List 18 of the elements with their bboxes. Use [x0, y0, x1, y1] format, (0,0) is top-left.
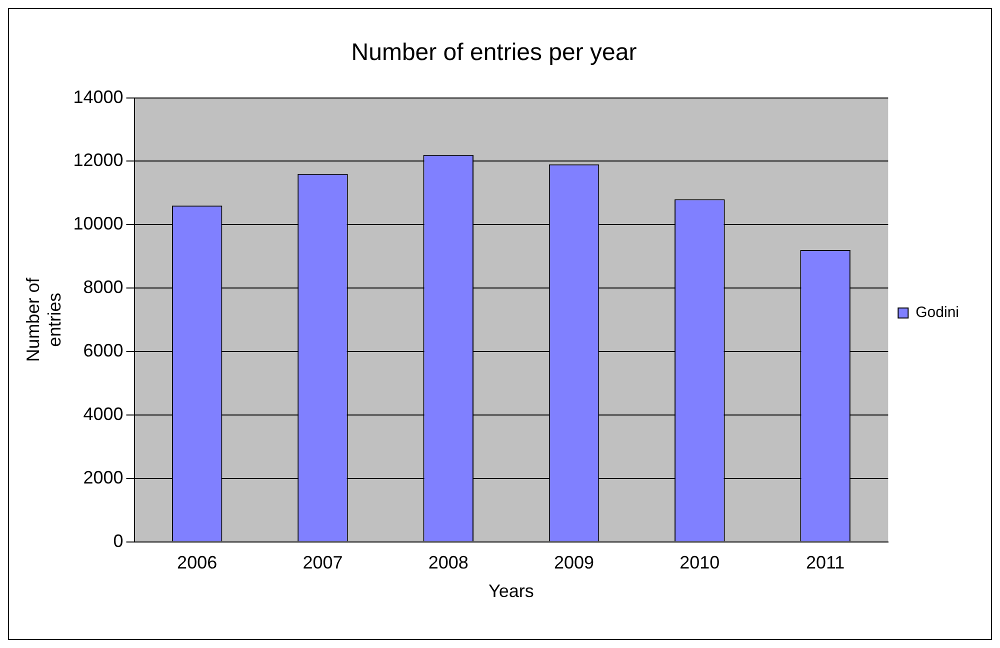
y-tick-label: 12000 [73, 150, 124, 170]
x-tick-label: 2010 [680, 552, 720, 573]
x-tick-label: 2011 [806, 552, 845, 573]
y-axis-title: Number of entries [22, 276, 64, 362]
x-tick-label: 2007 [302, 552, 343, 573]
x-axis-title: Years [488, 581, 534, 602]
chart-title: Number of entries per year [351, 39, 637, 66]
y-tick-label: 4000 [83, 404, 124, 424]
legend-label: Godini [916, 304, 959, 322]
y-tick-label: 6000 [83, 340, 124, 360]
y-tick-label: 10000 [73, 214, 124, 234]
y-tick-label: 2000 [83, 467, 124, 488]
y-tick-label: 8000 [83, 277, 124, 298]
y-tick-label: 14000 [73, 86, 124, 107]
x-tick-label: 2006 [177, 552, 218, 573]
y-tick-label: 0 [113, 530, 124, 551]
x-tick-label: 2009 [554, 552, 594, 573]
x-tick-label: 2008 [428, 552, 468, 573]
